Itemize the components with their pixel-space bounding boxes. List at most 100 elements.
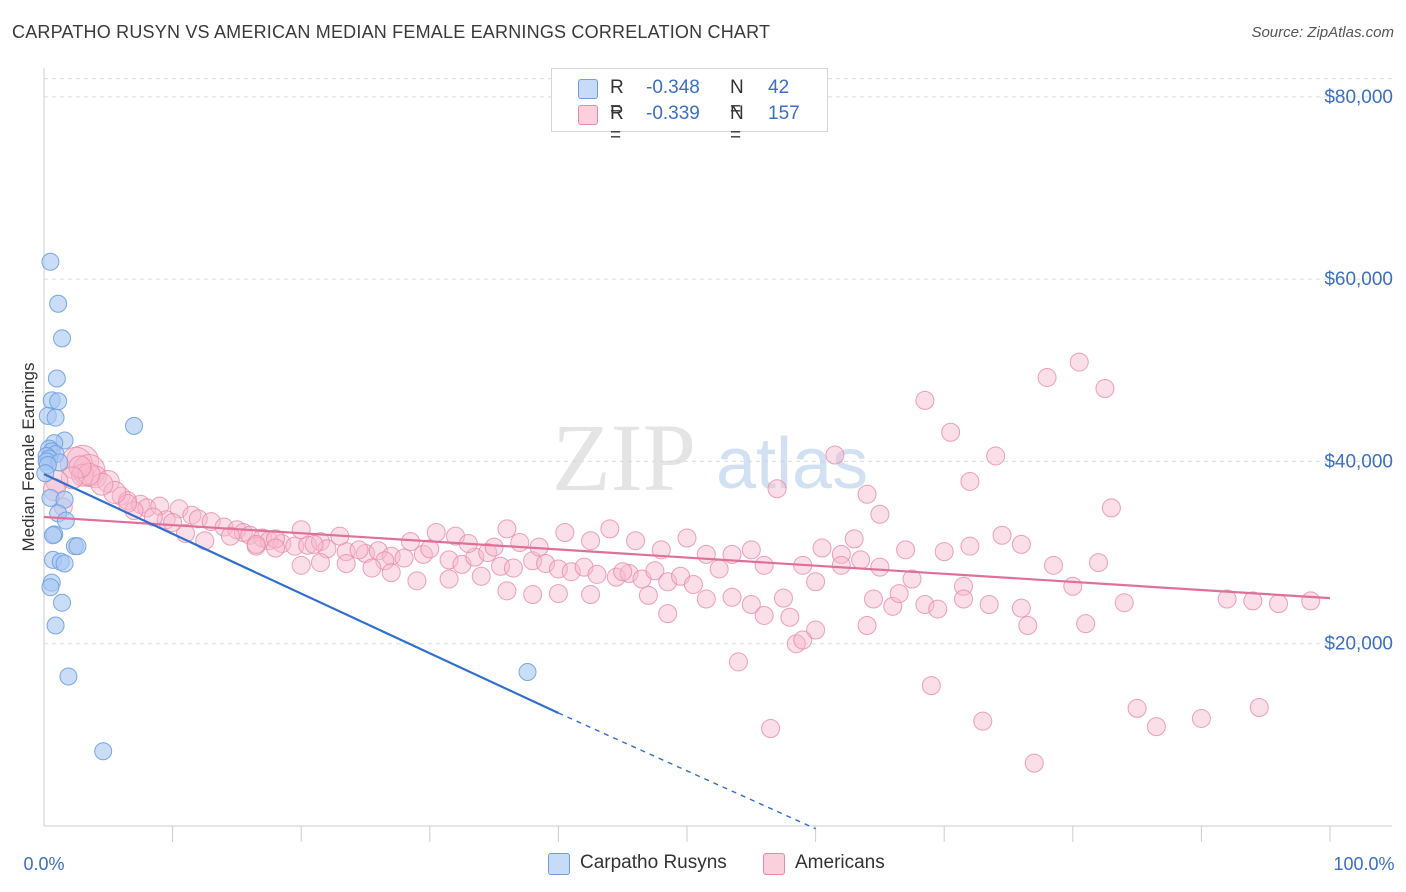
- american-point: [246, 534, 266, 554]
- american-point: [722, 587, 742, 607]
- american-point: [619, 564, 639, 584]
- american-point: [349, 540, 369, 560]
- american-point: [60, 466, 84, 490]
- american-point: [600, 519, 620, 539]
- american-point: [1089, 553, 1109, 573]
- american-point: [291, 555, 311, 575]
- american-point: [478, 543, 498, 563]
- carpatho-rusyn-point: [46, 408, 65, 427]
- americans-trend-line: [43, 515, 1331, 600]
- carpatho-rusyns-trend-extension: [558, 712, 816, 830]
- legend-label: Americans: [795, 852, 885, 873]
- american-point: [658, 604, 678, 624]
- american-point: [1037, 368, 1057, 388]
- american-point: [413, 544, 433, 564]
- y-tick-label: $20,000: [1324, 634, 1393, 655]
- carpatho-rusyn-point: [53, 593, 72, 612]
- american-point: [915, 595, 935, 615]
- american-point: [407, 571, 427, 591]
- american-point: [1101, 498, 1121, 518]
- legend-swatch-carpatho-rusyns: [578, 79, 598, 99]
- carpatho-rusyns-trend-line: [43, 473, 559, 714]
- american-point: [741, 540, 761, 560]
- watermark-zip: ZIP: [552, 404, 696, 511]
- legend-swatch-carpatho-rusyns: [548, 853, 570, 875]
- american-point: [754, 555, 774, 575]
- american-point: [677, 528, 697, 548]
- american-point: [728, 652, 748, 672]
- american-point: [503, 558, 523, 578]
- american-point: [497, 519, 517, 539]
- american-point: [336, 553, 356, 573]
- y-tick-labels: $20,000 $40,000 $60,000 $80,000: [1324, 87, 1393, 655]
- legend-r-label: R =: [610, 103, 624, 146]
- american-point: [870, 504, 890, 524]
- american-point: [767, 479, 787, 499]
- carpatho-rusyn-point: [68, 537, 87, 556]
- american-point: [902, 569, 922, 589]
- legend-swatch-americans: [763, 853, 785, 875]
- american-point: [103, 480, 127, 504]
- american-point: [1076, 614, 1096, 634]
- american-point: [626, 531, 646, 551]
- american-point: [484, 537, 504, 557]
- american-point: [439, 569, 459, 589]
- american-point: [928, 599, 948, 619]
- watermark-atlas: atlas: [716, 424, 868, 504]
- legend-n-value: 157: [768, 103, 800, 124]
- carpatho-rusyn-point: [47, 369, 66, 388]
- american-point: [201, 512, 221, 532]
- carpatho-rusyn-point: [41, 252, 60, 271]
- source-label: Source: ZipAtlas.com: [1251, 24, 1394, 41]
- american-point: [934, 542, 954, 562]
- carpatho-rusyn-point: [56, 511, 75, 530]
- american-point: [986, 446, 1006, 466]
- american-point: [754, 605, 774, 625]
- legend-label: Carpatho Rusyns: [580, 852, 727, 873]
- american-point: [497, 581, 517, 601]
- american-point: [90, 472, 114, 496]
- carpatho-rusyn-point: [55, 554, 74, 573]
- american-point: [979, 595, 999, 615]
- american-point: [857, 615, 877, 635]
- correlation-legend: R = -0.348 N = 42 R = -0.339 N = 157: [551, 68, 828, 146]
- american-point: [992, 525, 1012, 545]
- american-point: [182, 505, 202, 525]
- legend-n-label: N =: [730, 103, 744, 146]
- american-point: [523, 584, 543, 604]
- american-point: [310, 553, 330, 573]
- american-point: [1217, 589, 1237, 609]
- american-point: [921, 676, 941, 696]
- american-point: [806, 620, 826, 640]
- american-point: [548, 584, 568, 604]
- american-point: [613, 562, 633, 582]
- american-point: [960, 471, 980, 491]
- american-point: [741, 595, 761, 615]
- american-point: [1243, 591, 1263, 611]
- american-point: [658, 572, 678, 592]
- american-point: [683, 574, 703, 594]
- american-point: [896, 540, 916, 560]
- american-point: [1024, 753, 1044, 773]
- american-point: [220, 526, 240, 546]
- american-point: [1114, 593, 1134, 613]
- chart-title: CARPATHO RUSYN VS AMERICAN MEDIAN FEMALE…: [12, 22, 771, 42]
- american-point: [420, 539, 440, 559]
- american-point: [510, 533, 530, 553]
- american-point: [863, 589, 883, 609]
- american-point: [1269, 594, 1289, 614]
- american-point: [870, 557, 890, 577]
- legend-swatch-americans: [578, 105, 598, 125]
- american-point: [394, 548, 414, 568]
- american-point: [561, 562, 581, 582]
- american-point: [362, 558, 382, 578]
- american-point: [304, 534, 324, 554]
- carpatho-rusyn-point: [125, 416, 144, 435]
- american-point: [857, 484, 877, 504]
- american-point: [960, 536, 980, 556]
- carpatho-rusyns-points: [36, 252, 537, 761]
- carpatho-rusyn-point: [53, 329, 72, 348]
- american-point: [1063, 576, 1083, 596]
- americans-points: [42, 352, 1321, 773]
- american-point: [368, 541, 388, 561]
